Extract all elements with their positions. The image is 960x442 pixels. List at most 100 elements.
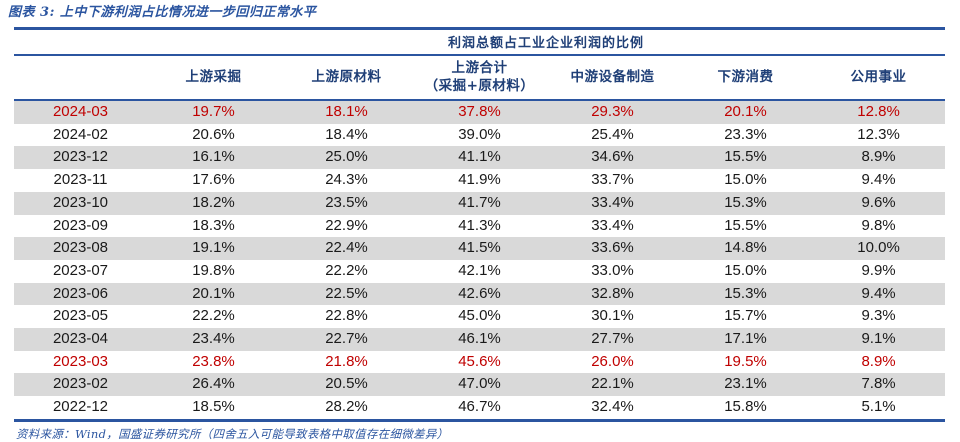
value-cell: 25.0% bbox=[325, 148, 368, 166]
value-cell: 42.1% bbox=[458, 261, 501, 279]
value-cell: 18.3% bbox=[192, 216, 235, 234]
table-row: 2023-07 19.8% 22.2% 42.1% 33.0% 15.0% 9.9% bbox=[14, 260, 945, 283]
value-cell: 12.8% bbox=[857, 103, 900, 120]
value-cell: 8.9% bbox=[861, 352, 896, 370]
table-row: 2023-12 16.1% 25.0% 41.1% 34.6% 15.5% 8.9% bbox=[14, 146, 946, 170]
value-cell: 22.2% bbox=[192, 307, 235, 325]
figure-title: 图表 3: 上中下游利润占比情况进一步回归正常水平 bbox=[8, 5, 317, 20]
value-cell: 15.5% bbox=[724, 148, 767, 166]
empty-corner-cell bbox=[14, 28, 147, 56]
value-cell: 46.7% bbox=[458, 398, 501, 416]
value-cell: 22.5% bbox=[325, 284, 368, 302]
table-row: 2023-04 23.4% 22.7% 46.1% 27.7% 17.1% 9.1% bbox=[14, 328, 946, 351]
value-cell: 22.2% bbox=[325, 261, 368, 279]
value-cell: 26.0% bbox=[591, 352, 634, 370]
date-column-header bbox=[14, 55, 147, 101]
value-cell: 23.5% bbox=[325, 193, 368, 211]
value-cell: 28.2% bbox=[325, 398, 368, 416]
row-date-cell: 2023-03 bbox=[52, 352, 109, 370]
value-cell: 41.9% bbox=[458, 171, 501, 189]
value-cell: 17.6% bbox=[192, 171, 235, 189]
table-row: 2023-03 23.8% 21.8% 45.6% 26.0% 19.5% 8.9% bbox=[14, 351, 945, 374]
row-date-cell: 2023-04 bbox=[52, 330, 109, 348]
value-cell: 22.8% bbox=[325, 307, 368, 325]
source-note: 资料来源：Wind，国盛证券研究所（四舍五入可能导致表格中取值存在细微差异） bbox=[16, 426, 449, 441]
table-row: 2024-02 20.6% 18.4% 39.0% 25.4% 23.3% 12.3% bbox=[14, 124, 945, 147]
row-date-cell: 2023-11 bbox=[53, 171, 108, 189]
value-cell: 34.6% bbox=[591, 148, 634, 166]
column-header: 中游设备制造 bbox=[546, 55, 679, 101]
value-cell: 21.8% bbox=[325, 352, 368, 370]
column-header: 上游原材料 bbox=[280, 55, 413, 101]
table-row: 2022-12 18.5% 28.2% 46.7% 32.4% 15.8% 5.1% bbox=[14, 396, 945, 420]
value-cell: 39.0% bbox=[458, 125, 501, 143]
value-cell: 26.4% bbox=[192, 375, 235, 393]
value-cell: 22.4% bbox=[325, 239, 368, 257]
value-cell: 15.3% bbox=[724, 284, 767, 302]
row-date-cell: 2024-02 bbox=[52, 125, 109, 143]
value-cell: 15.5% bbox=[724, 216, 767, 234]
value-cell: 19.7% bbox=[192, 103, 235, 120]
row-date-cell: 2023-08 bbox=[52, 239, 109, 257]
table-row: 2023-06 20.1% 22.5% 42.6% 32.8% 15.3% 9.4% bbox=[14, 282, 946, 306]
value-cell: 9.3% bbox=[861, 307, 896, 325]
value-cell: 20.1% bbox=[192, 284, 235, 302]
value-cell: 22.7% bbox=[325, 330, 368, 348]
value-cell: 10.0% bbox=[857, 239, 900, 257]
value-cell: 9.6% bbox=[861, 193, 896, 211]
column-header: 下游消费 bbox=[679, 55, 812, 101]
value-cell: 33.4% bbox=[591, 216, 634, 234]
table-row: 2023-09 18.3% 22.9% 41.3% 33.4% 15.5% 9.8% bbox=[14, 215, 945, 238]
row-date-cell: 2024-03 bbox=[52, 103, 109, 120]
value-cell: 32.4% bbox=[591, 398, 634, 416]
value-cell: 18.2% bbox=[192, 193, 235, 211]
table-row: 2023-10 18.2% 23.5% 41.7% 33.4% 15.3% 9.6% bbox=[14, 191, 946, 215]
value-cell: 16.1% bbox=[192, 148, 235, 166]
span-header-row: 利润总额占工业企业利润的比例 bbox=[14, 28, 946, 56]
value-cell: 22.9% bbox=[325, 216, 368, 234]
table-body: 2024-03 19.7% 18.1% 37.8% 29.3% 20.1% 12.8% 202… bbox=[14, 100, 946, 420]
value-cell: 9.1% bbox=[861, 330, 896, 348]
value-cell: 25.4% bbox=[591, 125, 634, 143]
value-cell: 15.3% bbox=[724, 193, 767, 211]
value-cell: 20.6% bbox=[192, 125, 235, 143]
value-cell: 15.0% bbox=[724, 171, 767, 189]
value-cell: 41.3% bbox=[458, 216, 501, 234]
value-cell: 18.1% bbox=[325, 103, 368, 120]
value-cell: 45.6% bbox=[458, 352, 501, 370]
value-cell: 23.4% bbox=[192, 330, 235, 348]
value-cell: 24.3% bbox=[325, 171, 368, 189]
value-cell: 41.1% bbox=[458, 148, 501, 166]
value-cell: 33.6% bbox=[591, 239, 634, 257]
value-cell: 47.0% bbox=[458, 375, 501, 393]
value-cell: 19.5% bbox=[724, 352, 767, 370]
value-cell: 45.0% bbox=[458, 307, 501, 325]
value-cell: 17.1% bbox=[724, 330, 767, 348]
value-cell: 32.8% bbox=[591, 284, 634, 302]
row-date-cell: 2023-07 bbox=[52, 261, 109, 279]
table-row: 2023-02 26.4% 20.5% 47.0% 22.1% 23.1% 7.8% bbox=[14, 373, 946, 397]
row-date-cell: 2023-09 bbox=[52, 216, 109, 234]
value-cell: 9.4% bbox=[861, 171, 896, 189]
column-header: 上游采掘 bbox=[147, 55, 280, 101]
profit-share-table: 利润总额占工业企业利润的比例 上游采掘 上游原材料 上游合计 （采掘+原材料） 中游设… bbox=[14, 27, 946, 422]
value-cell: 33.4% bbox=[591, 193, 634, 211]
table-row: 2023-08 19.1% 22.4% 41.5% 33.6% 14.8% 10.0% bbox=[14, 237, 946, 260]
value-cell: 8.9% bbox=[861, 148, 896, 166]
value-cell: 9.9% bbox=[861, 261, 896, 279]
value-cell: 12.3% bbox=[857, 125, 900, 143]
value-cell: 23.1% bbox=[724, 375, 767, 393]
value-cell: 5.1% bbox=[861, 398, 896, 416]
value-cell: 15.8% bbox=[724, 398, 767, 416]
row-date-cell: 2023-06 bbox=[52, 284, 109, 302]
column-header-row: 上游采掘 上游原材料 上游合计 （采掘+原材料） 中游设备制造 下游消费 公用事业 bbox=[14, 55, 946, 101]
row-date-cell: 2023-05 bbox=[52, 307, 109, 325]
table-main-header: 利润总额占工业企业利润的比例 bbox=[147, 28, 946, 56]
value-cell: 23.8% bbox=[192, 352, 235, 370]
value-cell: 27.7% bbox=[591, 330, 634, 348]
row-date-cell: 2022-12 bbox=[52, 398, 109, 416]
value-cell: 14.8% bbox=[724, 239, 767, 257]
value-cell: 20.5% bbox=[325, 375, 368, 393]
value-cell: 30.1% bbox=[591, 307, 634, 325]
